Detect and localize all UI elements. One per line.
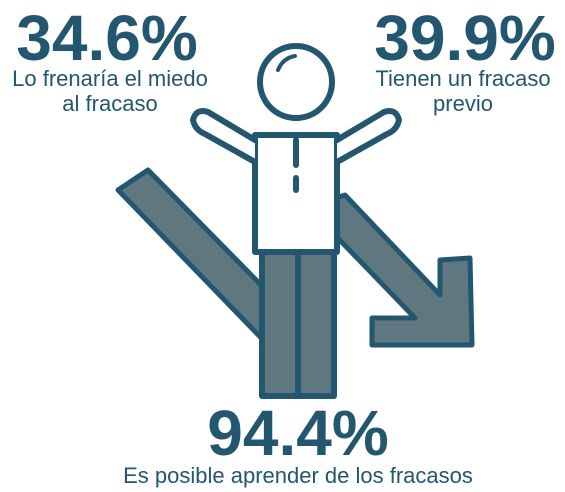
person-figure [190,43,402,399]
stat-label: Es posible aprender de los fracasos [123,463,473,488]
stat-label: Tienen un fracaso [375,66,550,91]
stat-label: al fracaso [62,91,157,116]
stat-label: Lo frenaría el miedo [12,66,208,91]
stat-value: 94.4% [207,397,388,469]
stat-value: 34.6% [16,2,197,74]
stat-value: 39.9% [374,2,555,74]
stat-label: previo [433,91,493,116]
falling-arrow [115,167,475,348]
